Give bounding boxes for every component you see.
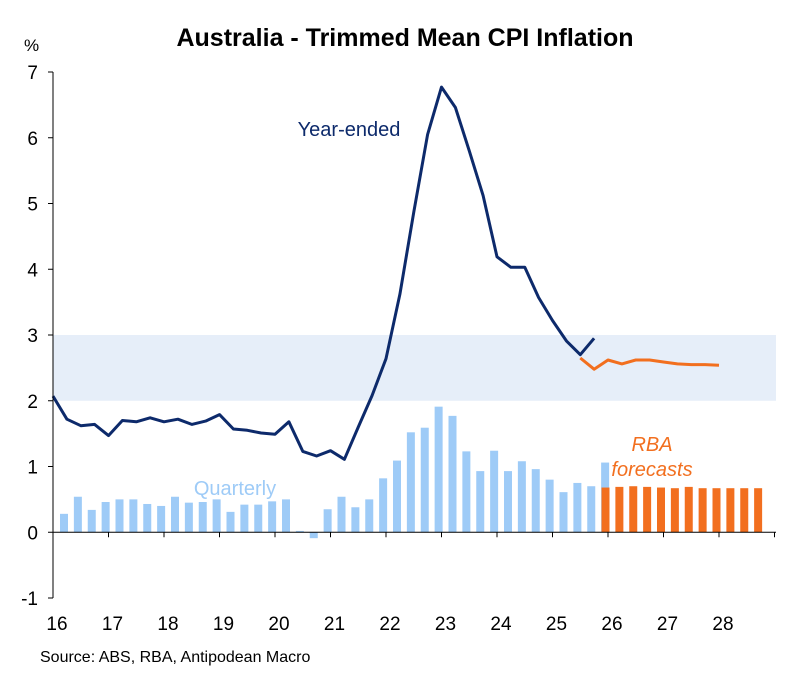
y-tick-label: 5 [27, 195, 38, 216]
x-ticks: 16 17 18 19 20 21 22 23 24 25 26 27 28 [46, 532, 775, 635]
quarterly-bar [587, 486, 596, 533]
quarterly-bar [531, 469, 540, 533]
x-tick-label: 18 [157, 614, 178, 635]
quarterly-bar [171, 496, 179, 533]
forecast-bar [615, 486, 624, 533]
quarterly-bar [365, 499, 374, 533]
quarterly-bar [268, 501, 277, 533]
quarterly-bar [559, 492, 568, 533]
quarterly-bar [212, 499, 221, 533]
x-tick-label: 25 [546, 614, 567, 635]
quarterly-bar [406, 432, 415, 533]
y-tick-label: -1 [21, 589, 38, 610]
quarterly-bar [490, 450, 499, 533]
x-tick-label: 26 [601, 614, 622, 635]
quarterly-bar [282, 499, 290, 533]
x-tick-label: 21 [324, 614, 345, 635]
y-tick-label: 6 [27, 129, 38, 150]
quarterly-bar [101, 502, 110, 533]
quarterly-bar [504, 471, 512, 533]
quarterly-bar [434, 406, 443, 533]
quarterly-forecast-bars [601, 486, 763, 533]
y-tick-label: 4 [27, 260, 38, 281]
quarterly-bar [157, 505, 166, 533]
x-tick-label: 17 [102, 614, 123, 635]
quarterly-bar [309, 532, 318, 539]
quarterly-bar [254, 504, 263, 533]
quarterly-bar [573, 482, 582, 533]
quarterly-bar [295, 530, 304, 533]
quarterly-bar [420, 427, 429, 533]
quarterly-bar [517, 461, 526, 533]
target-band [53, 335, 776, 401]
forecast-bar [657, 487, 665, 533]
forecast-bar [684, 486, 693, 533]
quarterly-bar [448, 415, 457, 533]
quarterly-bar [73, 496, 82, 533]
forecast-bar [643, 486, 652, 533]
quarterly-bar [226, 511, 235, 533]
rba-label-line1: RBA [631, 434, 672, 456]
forecast-bar [629, 486, 638, 533]
x-tick-label: 24 [490, 614, 512, 635]
source-note: Source: ABS, RBA, Antipodean Macro [40, 649, 310, 666]
quarterly-bar [393, 460, 401, 533]
forecast-bar [698, 488, 707, 533]
x-tick-label: 16 [46, 614, 67, 635]
quarterly-bar [129, 499, 138, 533]
y-tick-label: 2 [27, 392, 38, 413]
y-axis-unit: % [24, 36, 39, 55]
x-tick-label: 22 [379, 614, 400, 635]
forecast-line [579, 356, 720, 371]
quarterly-bar [379, 478, 388, 533]
rba-label-line2: forecasts [611, 459, 692, 481]
y-ticks: -1 0 1 2 3 4 5 6 7 [21, 63, 53, 610]
chart-title: Australia - Trimmed Mean CPI Inflation [176, 24, 633, 52]
y-tick-label: 3 [27, 326, 38, 347]
quarterly-bar [87, 509, 96, 533]
quarterly-bar [184, 502, 193, 533]
quarterly-bar [240, 504, 249, 533]
x-tick-label: 27 [657, 614, 678, 635]
forecast-bar [740, 488, 749, 533]
quarterly-bar [60, 513, 68, 533]
quarterly-bar [115, 499, 124, 533]
year-ended-line [51, 85, 596, 461]
forecast-bar [754, 488, 763, 533]
forecast-bar [601, 487, 610, 533]
quarterly-bar [351, 507, 360, 533]
year-ended-label: Year-ended [298, 119, 401, 141]
quarterly-bar [545, 479, 554, 533]
forecast-bar [712, 488, 721, 533]
quarterly-label: Quarterly [194, 478, 276, 500]
forecast-bar [726, 488, 735, 533]
quarterly-bar [198, 502, 207, 533]
quarterly-bar [462, 451, 471, 533]
x-tick-label: 19 [213, 614, 234, 635]
x-tick-label: 23 [435, 614, 456, 635]
x-tick-label: 20 [268, 614, 289, 635]
forecast-bar [670, 488, 679, 533]
quarterly-bars [60, 406, 610, 539]
quarterly-bar [143, 503, 152, 533]
y-tick-label: 7 [27, 63, 38, 84]
x-tick-label: 28 [712, 614, 733, 635]
quarterly-bar [337, 496, 346, 533]
y-tick-label: 0 [27, 523, 38, 544]
quarterly-bar [323, 509, 332, 533]
y-tick-label: 1 [27, 458, 38, 479]
quarterly-bar [476, 471, 485, 533]
